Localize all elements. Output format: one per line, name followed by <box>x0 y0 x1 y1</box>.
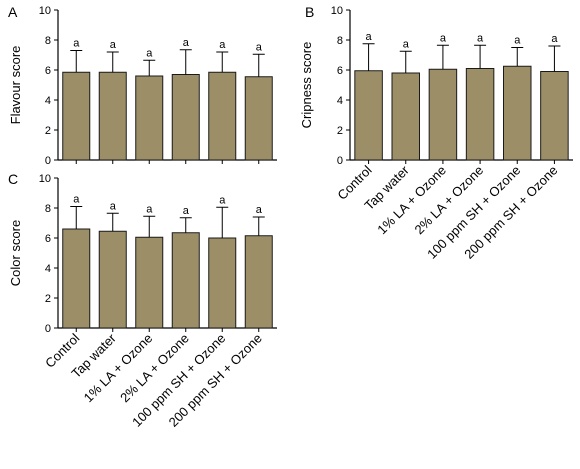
panel-c-bar <box>208 237 237 329</box>
panel-b-bar <box>465 68 495 161</box>
panel-c-y-tick-label: 0 <box>45 323 51 335</box>
panel-b-y-axis-label: Cripness score <box>299 42 314 129</box>
panel-b-annotation: a <box>366 31 373 43</box>
panel-b-y-tick-label: 4 <box>337 95 343 107</box>
panel-b-bar <box>540 71 569 161</box>
panel-a-annotation: a <box>219 39 226 51</box>
panel-b-annotation: a <box>403 38 410 50</box>
panel-b-y-tick-label: 8 <box>337 35 343 47</box>
panel-a-bar <box>171 74 200 161</box>
panel-a-annotation: a <box>110 39 117 51</box>
panel-a-annotation: a <box>146 47 153 59</box>
panel-c-annotation: a <box>146 203 153 215</box>
panel-b-y-tick-label: 0 <box>337 155 343 167</box>
panel-c-annotation: a <box>73 194 80 206</box>
panel-b-annotation: a <box>477 32 484 44</box>
panel-b-bar <box>391 72 421 161</box>
panel-c-annotation: a <box>219 194 226 206</box>
panel-c-annotation: a <box>110 200 117 212</box>
panel-a-y-axis-label: Flavour score <box>8 46 23 125</box>
panel-c-y-tick-label: 10 <box>39 173 51 185</box>
panel-a-y-tick-label: 8 <box>45 35 51 47</box>
panel-a-bar <box>62 71 91 161</box>
panel-c-y-tick-label: 8 <box>45 203 51 215</box>
panel-a-y-tick-label: 4 <box>45 95 51 107</box>
panel-a-annotation: a <box>73 38 80 50</box>
panel-b-annotation: a <box>551 33 558 45</box>
panel-c-annotation: a <box>256 204 263 216</box>
panel-b-bar <box>354 70 383 161</box>
panel-b-y-tick-label: 2 <box>337 125 343 137</box>
panel-b-bar <box>428 68 458 161</box>
panel-c-y-tick-label: 4 <box>45 263 51 275</box>
panel-c-y-tick-label: 2 <box>45 293 51 305</box>
panel-a-bar <box>135 75 164 161</box>
panel-c-bar <box>135 236 164 329</box>
panel-b-annotation: a <box>440 32 447 44</box>
panel-c-bar <box>62 228 91 329</box>
panel-c-y-axis-label: Color score <box>8 220 23 286</box>
panel-c-bar <box>98 230 127 329</box>
panel-a-bar <box>244 76 273 161</box>
panel-a-y-tick-label: 0 <box>45 155 51 167</box>
panel-a-y-tick-label: 2 <box>45 125 51 137</box>
panel-a-letter: A <box>8 4 18 20</box>
panel-a-annotation: a <box>256 41 263 53</box>
panel-c-y-tick-label: 6 <box>45 233 51 245</box>
panel-b-y-tick-label: 10 <box>331 5 343 17</box>
panel-a-bar <box>208 71 237 161</box>
panel-b-annotation: a <box>514 35 521 47</box>
panel-c-bar <box>244 235 273 329</box>
panel-a-bar <box>98 71 127 161</box>
panel-c-annotation: a <box>183 205 190 217</box>
panel-c-bar <box>171 232 200 329</box>
panel-a-y-tick-label: 10 <box>39 5 51 17</box>
panel-a-annotation: a <box>183 37 190 49</box>
panel-b-letter: B <box>305 4 314 20</box>
panel-a-y-tick-label: 6 <box>45 65 51 77</box>
panel-b-y-tick-label: 6 <box>337 65 343 77</box>
panel-c-letter: C <box>8 171 18 187</box>
panel-b-bar <box>502 65 532 161</box>
